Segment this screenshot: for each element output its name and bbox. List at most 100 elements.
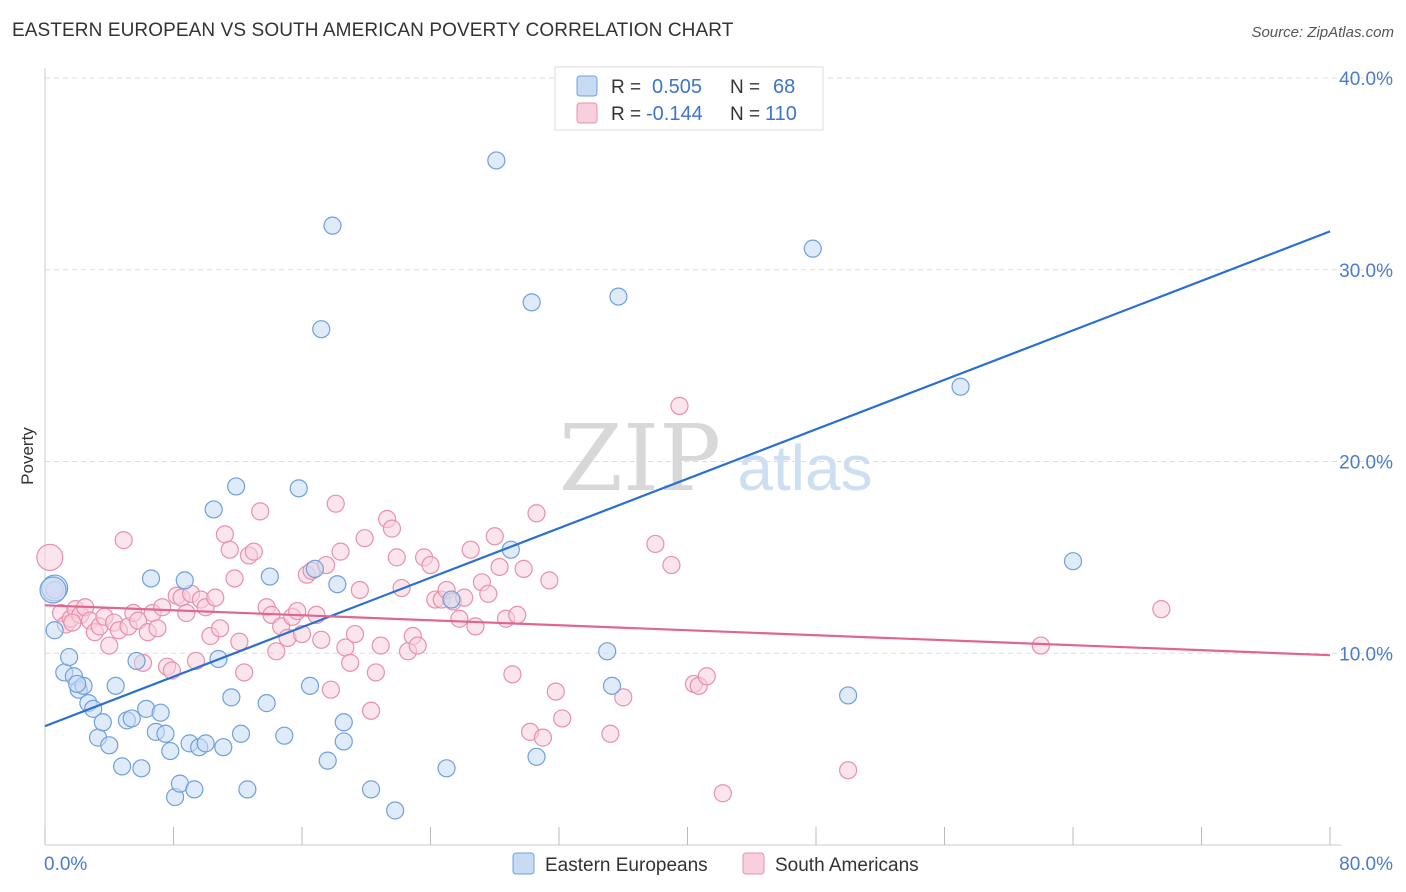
eastern-point [175,571,194,590]
bottom-legend-swatch-eastern [512,852,535,875]
south-point [1031,636,1050,655]
bottom-legend-label-eastern: Eastern Europeans [545,855,708,876]
eastern-point [334,732,353,751]
eastern-point [289,479,308,498]
south-point [601,724,620,743]
south-point [148,619,167,638]
eastern-point [328,575,347,594]
eastern-point [609,287,628,306]
south-point [614,688,633,707]
south-point [288,601,307,621]
eastern-point [312,320,331,339]
south-point [220,540,239,559]
south-point [100,636,119,655]
legend-box [554,66,824,131]
y-axis-label: Poverty [18,427,37,485]
south-point [186,651,206,671]
south-point [485,527,504,546]
south-point [36,543,64,571]
eastern-point [260,567,279,586]
south-point [371,636,390,655]
x-tick-label-max: 80.0% [1339,854,1393,875]
south-point [251,502,270,521]
south-point [533,728,553,747]
source-credit: Source: ZipAtlas.com [1251,24,1394,41]
eastern-point [122,709,141,728]
eastern-point [300,676,320,695]
eastern-point [59,647,79,667]
legend-r-label-eastern: R = [611,77,641,98]
south-point [114,531,133,550]
south-point [153,598,172,617]
south-point [225,569,244,588]
eastern-point [323,216,342,235]
south-point [461,540,480,559]
south-point [527,504,546,523]
eastern-point [386,801,405,820]
south-point [366,663,385,682]
eastern-point [318,751,337,770]
chart-title: EASTERN EUROPEAN VS SOUTH AMERICAN POVER… [12,20,734,41]
south-point [1152,600,1171,619]
eastern-point [1063,552,1083,571]
south-point [697,667,716,686]
legend-n-value-south: 110 [765,103,797,125]
tick-labels: 10.0% 20.0% 30.0% 40.0% 0.0% 80.0% [44,69,1393,875]
south-point [382,519,402,538]
eastern-point [951,377,970,396]
eastern-point [522,293,541,312]
gridlines [45,77,1390,654]
watermark: ZIP atlas [559,405,873,512]
south-point [341,653,360,672]
eastern-point [106,676,125,695]
legend-n-label-eastern: N = [730,77,760,98]
y-tick-label-0: 10.0% [1339,644,1393,665]
trendlines [44,230,1331,728]
eastern-point [839,686,858,705]
south-point [408,636,427,655]
eastern-point [803,239,822,258]
south-point [662,555,681,575]
south-point [206,588,225,607]
eastern-point [598,642,617,661]
eastern-point [161,741,180,761]
eastern-point [141,569,161,588]
eastern-point [257,694,276,713]
stats-legend: R = 0.505 N = 68 R = -0.144 N = 110 [554,66,824,131]
legend-n-label-south: N = [730,104,760,125]
south-point [230,632,249,651]
south-point [670,396,689,415]
south-point [267,642,286,661]
south-point [321,680,341,699]
bottom-legend-swatch-south [742,852,765,875]
eastern-point [222,688,241,707]
eastern-point [185,780,204,799]
legend-r-label-south: R = [611,104,641,125]
south-point [540,571,559,590]
eastern-point [602,676,622,695]
eastern-point [93,713,112,732]
legend-swatch-eastern [576,75,598,97]
eastern-point [151,703,170,722]
eastern-point [156,724,175,743]
bottom-legend-label-south: South Americans [775,855,919,876]
eastern-point [231,724,251,743]
x-tick-label-min: 0.0% [44,854,87,875]
south-point [244,542,263,561]
watermark-atlas: atlas [737,432,872,504]
series-legend: Eastern Europeans South Americans [512,852,919,876]
south-point [331,542,350,561]
south-point [508,605,527,625]
south-point [235,663,254,682]
eastern-point [275,726,294,745]
south-point [450,609,469,628]
south-point [479,584,498,603]
y-tick-label-1: 20.0% [1339,453,1393,474]
south-point [326,494,345,513]
eastern-point [45,621,64,640]
axes [44,68,1342,846]
south-point [553,709,572,728]
south-point [177,603,196,623]
eastern-point [214,738,233,757]
south-point [215,525,234,544]
